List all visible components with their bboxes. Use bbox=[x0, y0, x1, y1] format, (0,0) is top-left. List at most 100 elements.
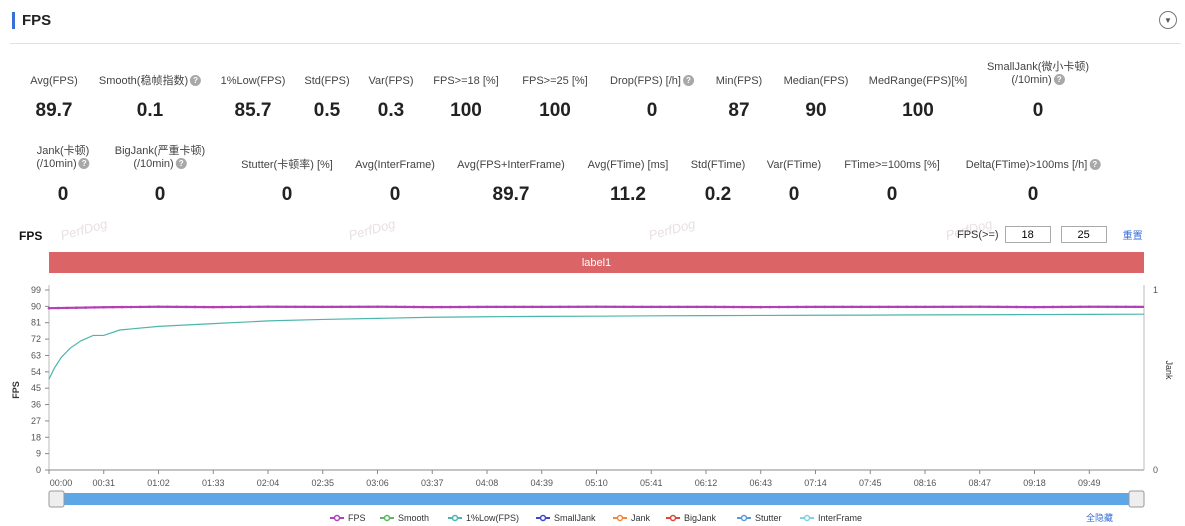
chevron-down-icon[interactable]: ▼ bbox=[1159, 11, 1177, 29]
metric-label-text: 1%Low(FPS) bbox=[220, 75, 286, 87]
fps-point bbox=[303, 305, 306, 309]
metric-label: Delta(FTime)>100ms [/h]? bbox=[966, 159, 1101, 172]
fps-point bbox=[932, 305, 936, 309]
fps-point bbox=[595, 305, 598, 309]
y-tick-label: 81 bbox=[31, 318, 41, 328]
metric-value: 0.5 bbox=[313, 100, 341, 121]
fps-point bbox=[449, 305, 452, 309]
legend-marker bbox=[383, 514, 391, 522]
fps-point bbox=[1097, 305, 1100, 309]
fps-point bbox=[513, 305, 516, 309]
metric-label: 1%Low(FPS) bbox=[221, 75, 286, 88]
fps-point bbox=[1124, 305, 1128, 309]
legend-marker bbox=[333, 514, 341, 522]
metric-value: 0 bbox=[1027, 184, 1039, 205]
x-tick-label: 03:06 bbox=[366, 478, 389, 488]
metric-value: 100 bbox=[539, 100, 571, 121]
fps-point bbox=[768, 305, 772, 309]
metric-4: Var(FPS) 0.3 bbox=[368, 75, 413, 121]
fps-point bbox=[266, 305, 270, 309]
fps-point bbox=[1014, 305, 1018, 309]
legend-label: SmallJank bbox=[554, 513, 596, 523]
fps-point bbox=[558, 305, 562, 309]
metric-5: Avg(FTime) [ms] 11.2 bbox=[588, 159, 669, 205]
fps-point bbox=[284, 305, 288, 309]
fps-point bbox=[248, 305, 252, 309]
metric-label-text: SmallJank(微小卡顿) bbox=[986, 61, 1090, 73]
x-tick-label: 05:10 bbox=[585, 478, 608, 488]
x-tick-label: 08:47 bbox=[968, 478, 991, 488]
legend-label: Stutter bbox=[755, 513, 782, 523]
metric-label: Var(FPS) bbox=[368, 75, 413, 88]
help-icon[interactable]: ? bbox=[1089, 159, 1101, 170]
fps-point bbox=[1042, 305, 1045, 309]
y-tick-label: 36 bbox=[31, 400, 41, 410]
metric-6: Std(FTime) 0.2 bbox=[691, 159, 746, 205]
metric-8: Min(FPS) 87 bbox=[716, 75, 762, 121]
metric-value: 100 bbox=[450, 100, 482, 121]
metric-label: Std(FTime) bbox=[691, 159, 746, 172]
metric-label-text: Median(FPS) bbox=[783, 75, 849, 87]
label-bar[interactable]: label1 bbox=[49, 252, 1144, 273]
chart-title: FPS bbox=[19, 229, 43, 243]
fps-point bbox=[659, 305, 662, 309]
help-icon[interactable]: ? bbox=[175, 158, 187, 169]
fps-threshold-input-1[interactable] bbox=[1004, 226, 1051, 243]
help-icon[interactable]: ? bbox=[682, 75, 694, 86]
fps-point bbox=[138, 305, 142, 309]
metric-label-text: FPS>=18 [%] bbox=[433, 75, 499, 87]
fps-point bbox=[1060, 305, 1064, 309]
fps-point bbox=[221, 305, 224, 309]
fps-point bbox=[275, 305, 279, 309]
watermark: PerfDog bbox=[646, 216, 697, 243]
fps-filter: FPS(>=) 重置 bbox=[957, 226, 1143, 243]
x-tick-label: 00:31 bbox=[92, 478, 115, 488]
fps-point bbox=[239, 305, 242, 309]
y-tick-label: 54 bbox=[31, 367, 41, 377]
fps-point bbox=[421, 305, 425, 309]
fps-point bbox=[649, 305, 653, 309]
fps-point bbox=[896, 305, 899, 309]
legend-marker bbox=[616, 514, 624, 522]
help-icon[interactable]: ? bbox=[1053, 74, 1065, 85]
fps-point bbox=[640, 305, 644, 309]
reset-button[interactable]: 重置 bbox=[1122, 231, 1143, 242]
header-divider bbox=[10, 43, 1181, 44]
metric-label: Std(FPS) bbox=[304, 75, 349, 88]
x-tick-label: 09:18 bbox=[1023, 478, 1046, 488]
fps-point bbox=[823, 305, 826, 309]
fps-point bbox=[741, 305, 744, 309]
metric-label: FPS>=25 [%] bbox=[522, 75, 587, 88]
y-tick-label: 63 bbox=[31, 350, 41, 360]
fps-point bbox=[47, 306, 51, 310]
zoom-handle-left bbox=[48, 490, 65, 508]
fps-point bbox=[102, 305, 106, 309]
x-tick-label: 06:43 bbox=[749, 478, 772, 488]
fps-point bbox=[494, 305, 498, 309]
fps-point bbox=[367, 305, 370, 309]
fps-point bbox=[531, 305, 534, 309]
metric-7: Var(FTime) 0 bbox=[767, 159, 821, 205]
help-icon[interactable]: ? bbox=[190, 75, 202, 86]
y-tick-label: 9 bbox=[36, 449, 41, 459]
legend-label: InterFrame bbox=[818, 513, 862, 523]
metric-value: 0 bbox=[154, 184, 166, 205]
x-tick-label: 07:14 bbox=[804, 478, 827, 488]
metric-label: Smooth(稳帧指数)? bbox=[99, 75, 202, 88]
x-tick-label: 09:49 bbox=[1078, 478, 1101, 488]
help-icon[interactable]: ? bbox=[78, 158, 90, 169]
metric-label: Jank(卡顿) bbox=[36, 145, 90, 158]
fps-point bbox=[567, 305, 571, 309]
fps-point bbox=[111, 305, 115, 309]
legend-marker bbox=[451, 514, 459, 522]
fps-point bbox=[166, 305, 169, 309]
show-all-button[interactable]: 全隐藏 bbox=[1086, 512, 1113, 523]
fps-point bbox=[257, 305, 261, 309]
series-line-fps bbox=[48, 305, 1145, 310]
fps-threshold-input-2[interactable] bbox=[1060, 226, 1107, 243]
metric-label: Var(FTime) bbox=[767, 159, 821, 172]
zoom-handle-right bbox=[1128, 490, 1145, 508]
metric-label-text: Std(FPS) bbox=[304, 75, 350, 87]
fps-point bbox=[704, 305, 708, 309]
metric-3: Std(FPS) 0.5 bbox=[304, 75, 349, 121]
